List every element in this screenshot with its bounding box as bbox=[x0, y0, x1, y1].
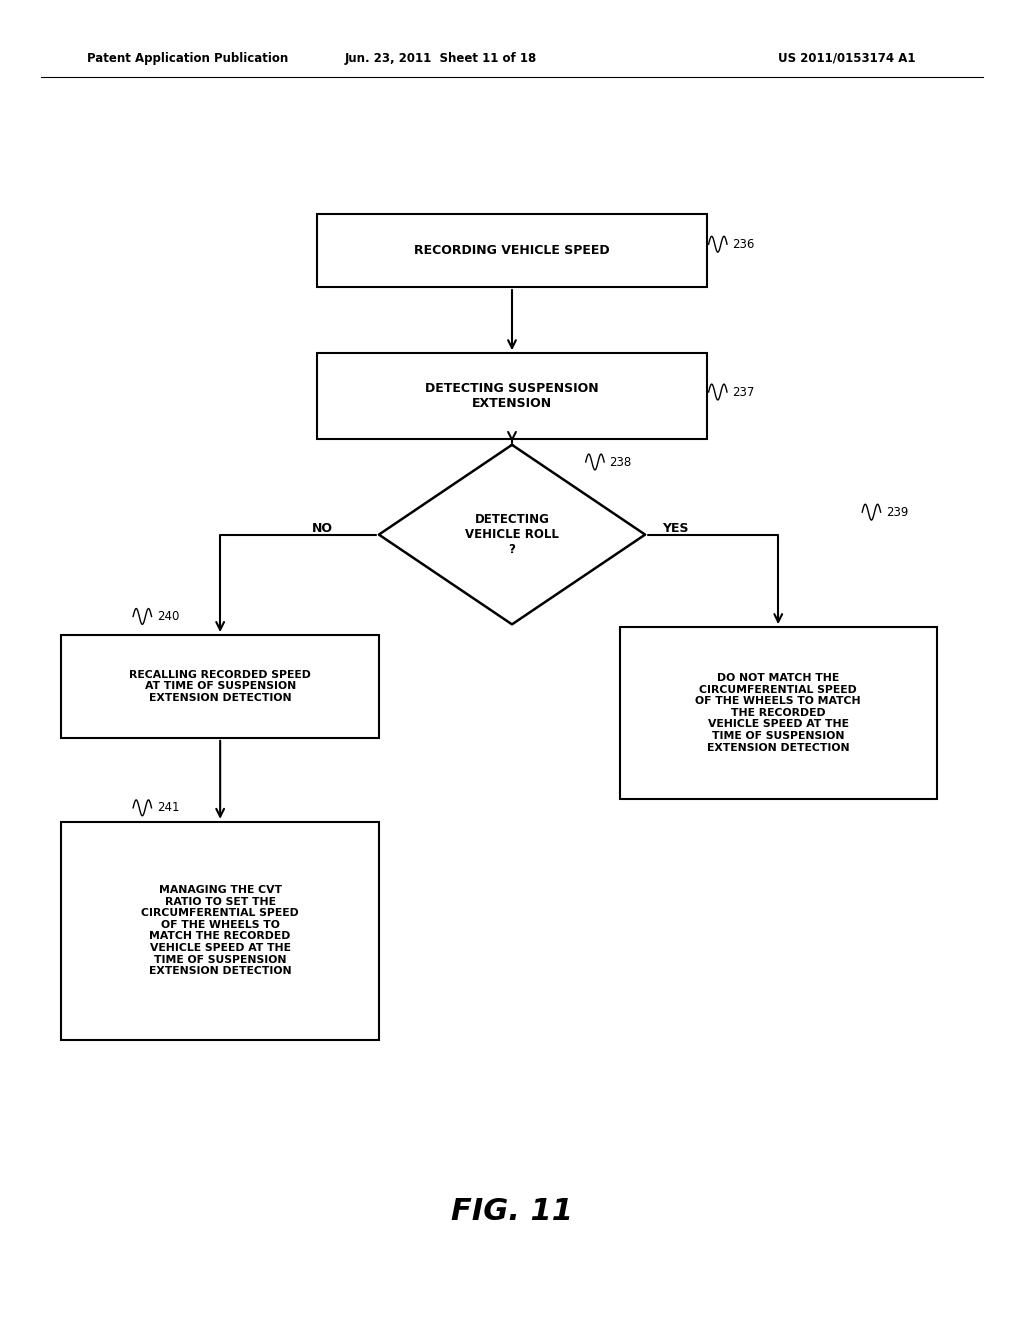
Bar bbox=[61, 821, 379, 1040]
Bar bbox=[61, 635, 379, 738]
Text: 236: 236 bbox=[732, 238, 755, 251]
Text: MANAGING THE CVT
RATIO TO SET THE
CIRCUMFERENTIAL SPEED
OF THE WHEELS TO
MATCH T: MANAGING THE CVT RATIO TO SET THE CIRCUM… bbox=[141, 884, 299, 977]
Text: DETECTING SUSPENSION
EXTENSION: DETECTING SUSPENSION EXTENSION bbox=[425, 381, 599, 411]
Bar bbox=[317, 354, 707, 438]
Text: RECALLING RECORDED SPEED
AT TIME OF SUSPENSION
EXTENSION DETECTION: RECALLING RECORDED SPEED AT TIME OF SUSP… bbox=[129, 669, 311, 704]
Polygon shape bbox=[379, 445, 645, 624]
Text: 241: 241 bbox=[157, 801, 179, 814]
Bar bbox=[317, 214, 707, 286]
Text: DETECTING
VEHICLE ROLL
?: DETECTING VEHICLE ROLL ? bbox=[465, 513, 559, 556]
Text: Jun. 23, 2011  Sheet 11 of 18: Jun. 23, 2011 Sheet 11 of 18 bbox=[344, 51, 537, 65]
Text: DO NOT MATCH THE
CIRCUMFERENTIAL SPEED
OF THE WHEELS TO MATCH
THE RECORDED
VEHIC: DO NOT MATCH THE CIRCUMFERENTIAL SPEED O… bbox=[695, 673, 861, 752]
Text: US 2011/0153174 A1: US 2011/0153174 A1 bbox=[778, 51, 915, 65]
Text: 240: 240 bbox=[157, 610, 179, 623]
Text: YES: YES bbox=[663, 521, 689, 535]
Text: 238: 238 bbox=[609, 455, 632, 469]
Text: 239: 239 bbox=[886, 506, 908, 519]
Text: RECORDING VEHICLE SPEED: RECORDING VEHICLE SPEED bbox=[414, 244, 610, 257]
Bar bbox=[620, 627, 937, 799]
Text: Patent Application Publication: Patent Application Publication bbox=[87, 51, 289, 65]
Text: 237: 237 bbox=[732, 385, 755, 399]
Text: NO: NO bbox=[312, 521, 333, 535]
Text: FIG. 11: FIG. 11 bbox=[451, 1197, 573, 1226]
